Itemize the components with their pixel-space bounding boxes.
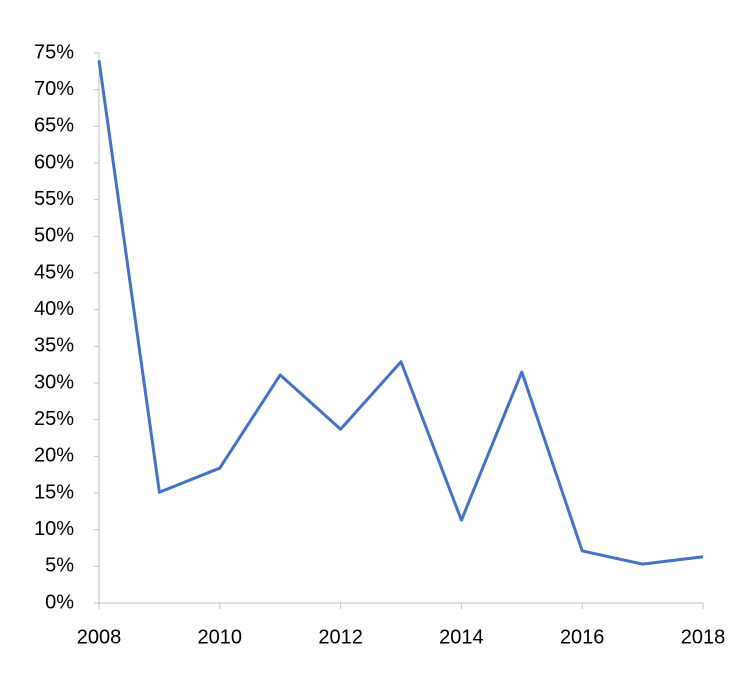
x-tick-label: 2010 (198, 626, 243, 648)
x-tick-label: 2018 (681, 626, 726, 648)
x-tick-label: 2008 (77, 626, 122, 648)
y-tick-label: 50% (34, 225, 74, 247)
y-tick-label: 60% (34, 151, 74, 173)
y-tick-label: 10% (34, 518, 74, 540)
x-tick-label: 2014 (439, 626, 484, 648)
y-tick-label: 65% (34, 115, 74, 137)
y-tick-label: 5% (45, 555, 74, 577)
y-tick-label: 35% (34, 335, 74, 357)
y-tick-label: 40% (34, 298, 74, 320)
y-tick-label: 55% (34, 188, 74, 210)
x-tick-label: 2012 (318, 626, 363, 648)
y-tick-label: 75% (34, 41, 74, 63)
y-tick-label: 30% (34, 371, 74, 393)
y-tick-label: 15% (34, 481, 74, 503)
line-series (97, 60, 704, 566)
y-tick-label: 25% (34, 408, 74, 430)
y-tick-label: 70% (34, 78, 74, 100)
y-tick-label: 0% (45, 591, 74, 613)
y-tick-label: 20% (34, 445, 74, 467)
x-tick-label: 2016 (560, 626, 605, 648)
y-tick-label: 45% (34, 261, 74, 283)
